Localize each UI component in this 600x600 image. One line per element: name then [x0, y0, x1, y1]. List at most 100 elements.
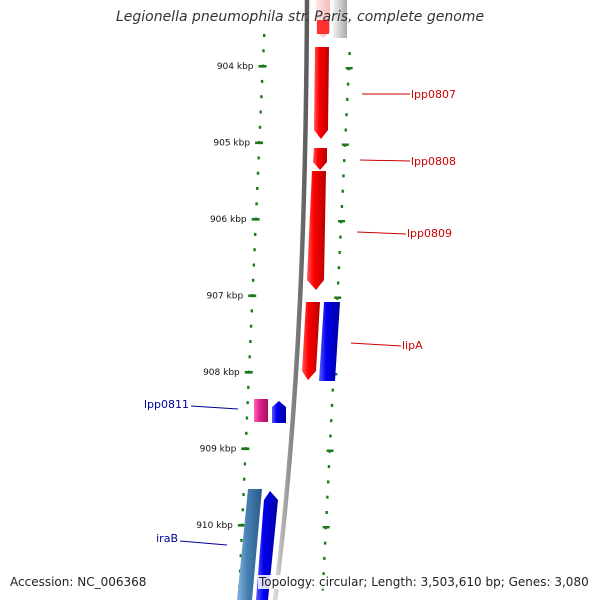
minor-tick: [256, 171, 260, 175]
minor-tick: [322, 572, 325, 576]
major-tick: [341, 143, 349, 146]
left-scale-track: [238, 34, 266, 588]
gene-lipA-red-arrow: [302, 302, 320, 380]
gene-label-iraB[interactable]: iraB: [156, 532, 178, 545]
major-tick: [322, 526, 330, 529]
minor-tick: [250, 309, 253, 313]
minor-tick: [339, 235, 342, 239]
minor-tick: [343, 159, 346, 163]
major-tick: [338, 220, 345, 223]
major-tick: [345, 67, 353, 70]
gene-lpp0808-arrow: [313, 148, 327, 170]
minor-tick: [338, 250, 341, 254]
genes-label: Genes:: [508, 575, 551, 589]
minor-tick: [253, 248, 256, 252]
length-label: Length:: [371, 575, 417, 589]
minor-tick: [246, 401, 249, 405]
minor-tick: [326, 495, 329, 499]
gene-features: [237, 47, 340, 600]
minor-tick: [245, 416, 249, 420]
accession-value: NC_006368: [77, 575, 147, 589]
gene-label-lipA[interactable]: lipA: [402, 339, 423, 352]
minor-tick: [243, 477, 246, 481]
scale-label: 905 kbp: [213, 139, 250, 149]
gene-label-lpp0811[interactable]: lpp0811: [144, 398, 189, 411]
minor-tick: [255, 202, 258, 206]
scale-label: 909 kbp: [200, 445, 237, 455]
minor-tick: [243, 462, 247, 466]
minor-tick: [242, 493, 245, 496]
gene-iraB-steel: [237, 489, 262, 600]
major-tick: [334, 296, 342, 299]
gene-partial-grey: [333, 0, 347, 38]
callout-line-lpp0811: [190, 405, 239, 410]
scale-label: 904 kbp: [217, 62, 254, 72]
minor-tick: [259, 110, 262, 114]
minor-tick: [260, 79, 264, 83]
footer-accession: Accession: NC_006368: [9, 575, 148, 589]
minor-tick: [337, 266, 341, 270]
scale-label: 910 kbp: [196, 521, 233, 531]
minor-tick: [336, 281, 340, 285]
minor-tick: [241, 508, 245, 512]
major-tick: [241, 447, 250, 451]
minor-tick: [249, 324, 253, 328]
gene-lpp0807-arrow: [314, 47, 329, 139]
scale-label: 906 kbp: [210, 215, 247, 225]
major-tick: [244, 371, 253, 374]
major-tick: [326, 449, 334, 452]
minor-tick: [249, 340, 252, 343]
gene-callouts: lpp0807 lpp0808 lpp0809 lipA lpp0811 ira…: [144, 88, 456, 546]
map-title: Legionella pneumophila str. Paris, compl…: [115, 9, 485, 25]
minor-tick: [262, 49, 265, 53]
gene-iraB-blue-arrow: [256, 491, 278, 600]
footer-genome-info: Topology: circular; Length: 3,503,610 bp…: [258, 575, 590, 589]
genome-backbone: [272, 0, 310, 600]
minor-tick: [327, 465, 331, 469]
minor-tick: [262, 34, 266, 37]
major-tick: [255, 141, 264, 145]
minor-tick: [330, 403, 334, 407]
minor-tick: [245, 431, 248, 435]
minor-tick: [344, 128, 347, 132]
minor-tick: [346, 82, 350, 86]
gene-label-lpp0807[interactable]: lpp0807: [411, 88, 456, 101]
minor-tick: [321, 587, 325, 591]
callout-line-lpp0808: [359, 159, 411, 162]
minor-tick: [248, 355, 251, 359]
minor-tick: [330, 419, 333, 423]
minor-tick: [331, 388, 334, 392]
gene-lpp0809-arrow: [307, 171, 326, 290]
gene-label-lpp0808[interactable]: lpp0808: [411, 155, 456, 168]
gene-lipA-blue: [319, 302, 340, 381]
minor-tick: [325, 511, 328, 514]
callout-line-lipA: [350, 342, 402, 347]
minor-tick: [239, 554, 242, 558]
gene-label-lpp0809[interactable]: lpp0809: [407, 227, 452, 240]
minor-tick: [342, 174, 345, 178]
major-tick: [251, 218, 260, 221]
minor-tick: [345, 113, 348, 117]
minor-tick: [256, 187, 259, 190]
accession-label: Accession:: [10, 575, 74, 589]
gene-partial-red-core: [317, 20, 329, 34]
minor-tick: [323, 556, 326, 560]
minor-tick: [258, 125, 262, 129]
scale-label: 908 kbp: [203, 368, 240, 378]
gene-lpp0811-pink: [254, 399, 268, 422]
minor-tick: [247, 385, 250, 389]
minor-tick: [260, 95, 263, 99]
topology-value: circular: [318, 575, 364, 589]
major-tick: [248, 294, 257, 298]
genes-value: 3,080: [554, 575, 589, 589]
major-tick: [237, 524, 246, 527]
callout-line-iraB: [179, 540, 228, 546]
major-tick: [258, 65, 267, 68]
minor-tick: [240, 538, 243, 542]
minor-tick: [346, 97, 349, 101]
partial-features-top: [316, 0, 347, 38]
minor-tick: [329, 434, 332, 438]
callout-line-lpp0809: [356, 231, 407, 235]
minor-tick: [348, 52, 351, 55]
